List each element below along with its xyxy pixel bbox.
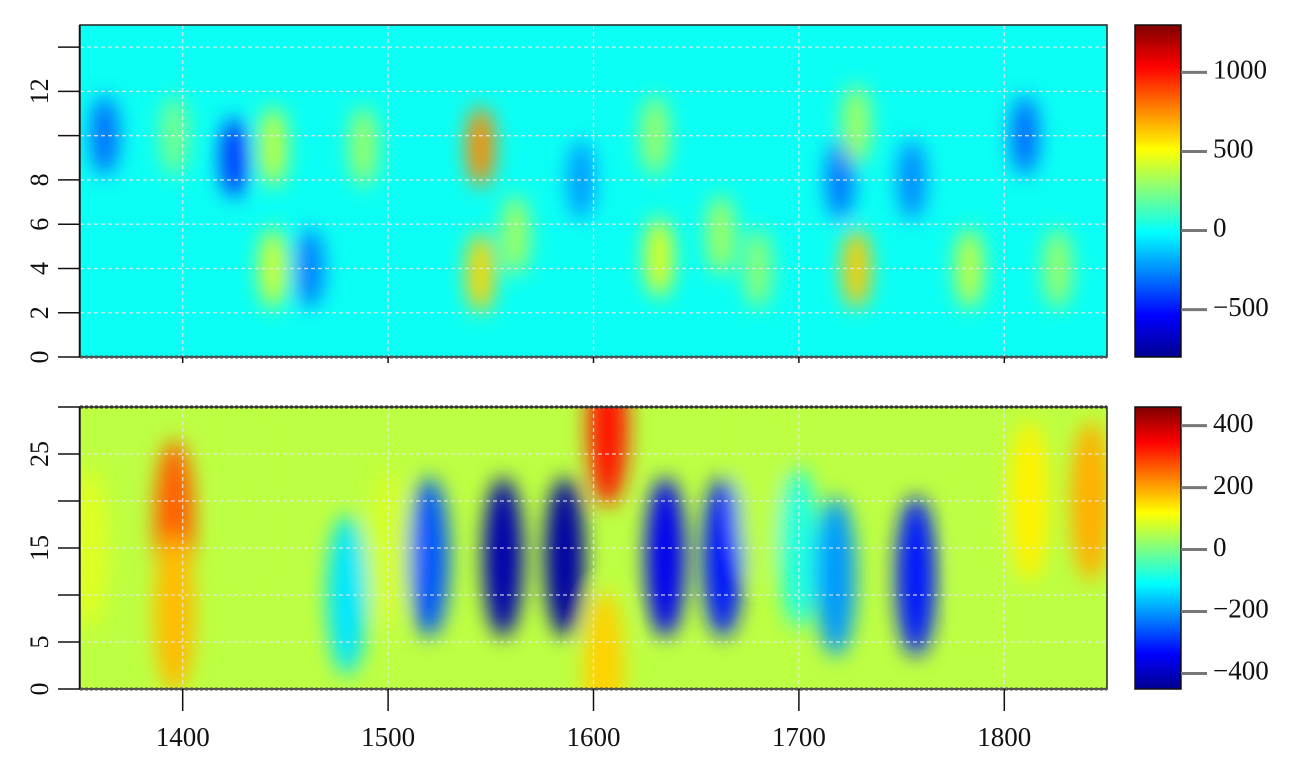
heatmap-anomaly	[743, 228, 772, 309]
heatmap-anomaly	[296, 228, 325, 309]
y-tick-label: 15	[25, 535, 54, 561]
heatmap-anomaly	[842, 84, 871, 165]
colorbar-tick-label: −400	[1213, 656, 1269, 686]
x-tick-label: 1700	[772, 722, 826, 752]
grid-lines	[80, 25, 1107, 357]
heatmap-anomaly	[1010, 95, 1039, 176]
heatmap-anomaly	[645, 477, 686, 638]
heatmap-anomaly	[544, 477, 585, 638]
y-tick-label: 0	[25, 351, 54, 364]
heatmap-anomaly	[842, 228, 871, 309]
y-tick-label: 2	[25, 306, 54, 319]
x-tick-label: 1400	[156, 722, 210, 752]
heatmap-anomaly	[483, 477, 524, 638]
heatmap-panel-top: 0 2 4 6 8 12 1000 500 0 −500	[25, 24, 1269, 364]
colorbar-tick-label: 200	[1213, 470, 1254, 500]
x-axis: 1400 1500 1600 1700 1800	[156, 357, 1031, 752]
heatmap-anomaly	[897, 139, 926, 220]
colorbar-tick-label: 0	[1213, 532, 1227, 562]
colorbar-tick-label: −200	[1213, 594, 1269, 624]
heatmap-anomaly	[583, 590, 624, 689]
colorbar-gradient	[1134, 24, 1182, 358]
heatmap-anomaly	[466, 106, 495, 187]
colorbar-tick-label: 500	[1213, 134, 1254, 164]
y-tick-label: 4	[25, 262, 54, 275]
y-tick-label: 5	[25, 636, 54, 649]
heatmap-anomaly	[259, 106, 288, 187]
heatmap-anomaly	[645, 217, 674, 298]
heatmap-anomaly	[1043, 228, 1072, 309]
heatmap-anomaly	[587, 407, 628, 506]
heatmap-anomaly	[737, 421, 778, 581]
y-axis: 0 5 15 25	[25, 406, 81, 696]
heatmap-anomaly	[220, 117, 249, 198]
y-tick-label: 6	[25, 218, 54, 231]
heatmap-anomaly	[963, 477, 1004, 638]
heatmap-anomaly	[259, 228, 288, 309]
y-tick-label: 25	[25, 441, 54, 467]
colorbar-tick-label: 1000	[1213, 55, 1267, 85]
colorbar: 400 200 0 −200 −400	[1134, 406, 1269, 690]
heatmap-anomaly	[501, 195, 530, 276]
heatmap-anomaly	[567, 139, 596, 220]
colorbar-gradient	[1134, 406, 1182, 690]
x-tick-label: 1500	[361, 722, 415, 752]
heatmap-anomaly	[706, 195, 735, 276]
heatmap-anomaly	[815, 496, 856, 657]
heatmap-anomaly	[409, 477, 450, 638]
y-tick-label: 0	[25, 683, 54, 696]
x-tick-label: 1600	[567, 722, 621, 752]
heatmap-anomaly	[466, 232, 495, 313]
x-tick-label: 1800	[977, 722, 1031, 752]
heatmap-panel-bottom: 0 5 15 25 400 200 0 −200 −400	[25, 405, 1269, 696]
colorbar-tick-label: −500	[1213, 292, 1269, 322]
heatmap-anomaly	[154, 533, 195, 689]
y-tick-label: 8	[25, 173, 54, 186]
heatmap-anomaly	[895, 496, 936, 657]
heatmap-anomaly	[702, 477, 743, 638]
y-tick-label: 12	[25, 78, 54, 104]
colorbar-tick-label: 400	[1213, 408, 1254, 438]
colorbar: 1000 500 0 −500	[1134, 24, 1269, 358]
heatmap-anomaly	[349, 106, 378, 187]
colorbar-tick-label: 0	[1213, 213, 1227, 243]
y-axis: 0 2 4 6 8 12	[25, 25, 81, 364]
